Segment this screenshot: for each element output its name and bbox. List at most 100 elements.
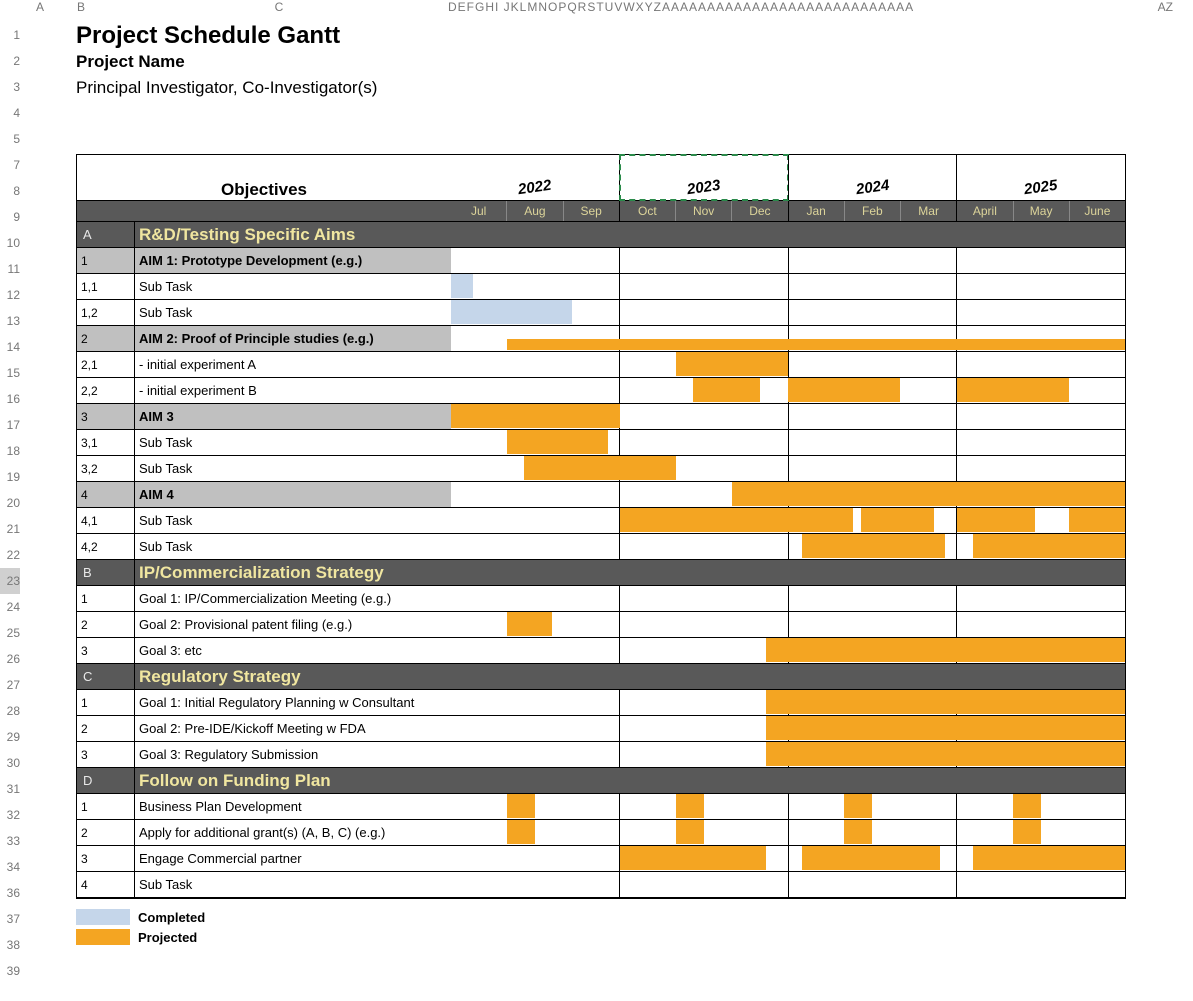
row-header[interactable]: 25	[0, 620, 20, 646]
gantt-bar[interactable]	[507, 612, 552, 636]
row-header[interactable]: 9	[0, 204, 20, 230]
aim-row[interactable]: 2AIM 2: Proof of Principle studies (e.g.…	[77, 326, 451, 352]
row-header[interactable]: 15	[0, 360, 20, 386]
gantt-bar[interactable]	[676, 352, 788, 376]
gantt-bar[interactable]	[844, 794, 872, 818]
col-header[interactable]: C	[110, 0, 448, 18]
gantt-bar[interactable]	[766, 742, 1125, 766]
col-header[interactable]: B	[52, 0, 110, 18]
row-header[interactable]: 1	[0, 22, 20, 48]
row-header[interactable]: 8	[0, 178, 20, 204]
gantt-bar[interactable]	[1013, 820, 1041, 844]
gantt-bar[interactable]	[957, 508, 1036, 532]
task-row[interactable]: 4,2Sub Task	[77, 534, 451, 560]
gantt-bar[interactable]	[1069, 508, 1125, 532]
task-row[interactable]: 1,2Sub Task	[77, 300, 451, 326]
row-header[interactable]: 5	[0, 126, 20, 152]
gantt-bar[interactable]	[973, 534, 1125, 558]
gantt-bar[interactable]	[693, 378, 760, 402]
task-row[interactable]: 1Goal 1: Initial Regulatory Planning w C…	[77, 690, 451, 716]
row-header[interactable]: 28	[0, 698, 20, 724]
row-header[interactable]: 20	[0, 490, 20, 516]
gantt-bar[interactable]	[676, 794, 704, 818]
gantt-bar[interactable]	[451, 404, 620, 428]
row-header[interactable]: 11	[0, 256, 20, 282]
row-header[interactable]: 38	[0, 932, 20, 958]
task-row[interactable]: 1Business Plan Development	[77, 794, 451, 820]
task-row[interactable]: 4Sub Task	[77, 872, 451, 898]
gantt-bar[interactable]	[957, 378, 1069, 402]
gantt-bar[interactable]	[620, 508, 853, 532]
row-header[interactable]: 16	[0, 386, 20, 412]
task-row[interactable]: 2,2 - initial experiment B	[77, 378, 451, 404]
row-header[interactable]: 33	[0, 828, 20, 854]
col-header[interactable]: A	[28, 0, 52, 18]
task-row[interactable]: 3Goal 3: Regulatory Submission	[77, 742, 451, 768]
row-header[interactable]: 34	[0, 854, 20, 880]
aim-row[interactable]: 1AIM 1: Prototype Development (e.g.)	[77, 248, 451, 274]
row-header[interactable]: 19	[0, 464, 20, 490]
aim-row[interactable]: 3AIM 3	[77, 404, 451, 430]
gantt-bar[interactable]	[451, 274, 473, 298]
row-header[interactable]: 31	[0, 776, 20, 802]
aim-row[interactable]: 4AIM 4	[77, 482, 451, 508]
task-row[interactable]: 1,1Sub Task	[77, 274, 451, 300]
gantt-bar[interactable]	[507, 339, 1125, 351]
row-header[interactable]: 10	[0, 230, 20, 256]
task-row[interactable]: 3,2Sub Task	[77, 456, 451, 482]
task-row[interactable]: 2,1 - initial experiment A	[77, 352, 451, 378]
col-header[interactable]: AZ	[914, 0, 1193, 18]
gantt-bar[interactable]	[676, 820, 704, 844]
row-header[interactable]: 7	[0, 152, 20, 178]
task-row[interactable]: 3Engage Commercial partner	[77, 846, 451, 872]
gantt-bar[interactable]	[507, 794, 535, 818]
row-header[interactable]: 39	[0, 958, 20, 984]
gantt-bar[interactable]	[524, 456, 676, 480]
gantt-bar[interactable]	[861, 508, 934, 532]
task-row[interactable]: 1Goal 1: IP/Commercialization Meeting (e…	[77, 586, 451, 612]
task-row[interactable]: 3Goal 3: etc	[77, 638, 451, 664]
task-row[interactable]: 4,1Sub Task	[77, 508, 451, 534]
task-row[interactable]: 2Goal 2: Provisional patent filing (e.g.…	[77, 612, 451, 638]
row-header[interactable]: 12	[0, 282, 20, 308]
row-header[interactable]: 2	[0, 48, 20, 74]
task-row[interactable]: 2Apply for additional grant(s) (A, B, C)…	[77, 820, 451, 846]
row-header[interactable]: 29	[0, 724, 20, 750]
row-header[interactable]: 3	[0, 74, 20, 100]
row-header[interactable]: 4	[0, 100, 20, 126]
row-header[interactable]: 32	[0, 802, 20, 828]
gantt-bar[interactable]	[507, 820, 535, 844]
row-header[interactable]: 26	[0, 646, 20, 672]
section-row[interactable]: DFollow on Funding Plan	[77, 768, 451, 794]
task-row[interactable]: 3,1Sub Task	[77, 430, 451, 456]
row-header[interactable]: 36	[0, 880, 20, 906]
gantt-bar[interactable]	[802, 846, 940, 870]
row-header[interactable]: 17	[0, 412, 20, 438]
task-row[interactable]: 2Goal 2: Pre-IDE/Kickoff Meeting w FDA	[77, 716, 451, 742]
gantt-bar[interactable]	[1013, 794, 1041, 818]
row-header[interactable]: 18	[0, 438, 20, 464]
row-header[interactable]: 14	[0, 334, 20, 360]
gantt-bar[interactable]	[507, 430, 608, 454]
row-header[interactable]: 27	[0, 672, 20, 698]
gantt-bar[interactable]	[451, 300, 572, 324]
gantt-bar[interactable]	[620, 846, 766, 870]
gantt-bar[interactable]	[973, 846, 1125, 870]
gantt-bar[interactable]	[766, 690, 1125, 714]
gantt-bar[interactable]	[844, 820, 872, 844]
gantt-bar[interactable]	[788, 378, 900, 402]
row-header[interactable]: 30	[0, 750, 20, 776]
row-header[interactable]: 22	[0, 542, 20, 568]
section-row[interactable]: BIP/Commercialization Strategy	[77, 560, 451, 586]
row-header[interactable]: 24	[0, 594, 20, 620]
section-row[interactable]: AR&D/Testing Specific Aims	[77, 222, 451, 248]
row-header[interactable]: 23	[0, 568, 20, 594]
gantt-bar[interactable]	[732, 482, 1125, 506]
gantt-bar[interactable]	[766, 638, 1125, 662]
row-header[interactable]: 21	[0, 516, 20, 542]
row-header[interactable]: 37	[0, 906, 20, 932]
row-header[interactable]: 13	[0, 308, 20, 334]
section-row[interactable]: CRegulatory Strategy	[77, 664, 451, 690]
gantt-bar[interactable]	[802, 534, 945, 558]
gantt-bar[interactable]	[766, 716, 1125, 740]
